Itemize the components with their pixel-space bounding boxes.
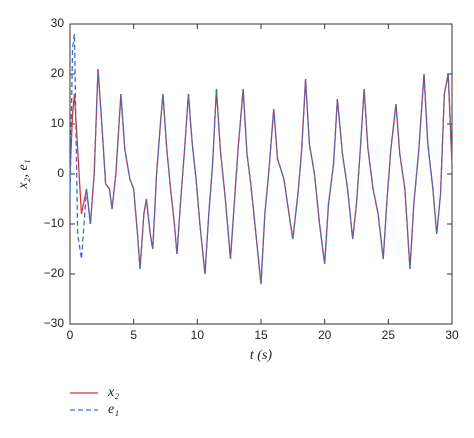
y-tick-label: 20 [51, 66, 65, 80]
x-tick-label: 0 [67, 328, 74, 342]
y-tick-label: 30 [51, 16, 65, 30]
x-axis-label: t (s) [250, 348, 273, 363]
x-tick-label: 5 [130, 328, 137, 342]
y-tick-label: −10 [44, 216, 65, 230]
data-line [69, 33, 453, 285]
y-tick-label: 10 [51, 116, 65, 130]
legend-label: x₂ [107, 385, 119, 400]
y-tick-label: −30 [44, 316, 65, 330]
y-tick-label: −20 [44, 266, 65, 280]
x-tick-label: 10 [191, 328, 205, 342]
x-tick-label: 15 [254, 328, 268, 342]
legend-label: e₁ [108, 402, 119, 417]
y-tick-label: 0 [57, 166, 64, 180]
data-line [69, 68, 453, 285]
y-axis-label: x₂, e₁ [16, 159, 31, 189]
x-tick-label: 30 [445, 328, 459, 342]
x-tick-label: 25 [382, 328, 396, 342]
x-tick-label: 20 [318, 328, 332, 342]
